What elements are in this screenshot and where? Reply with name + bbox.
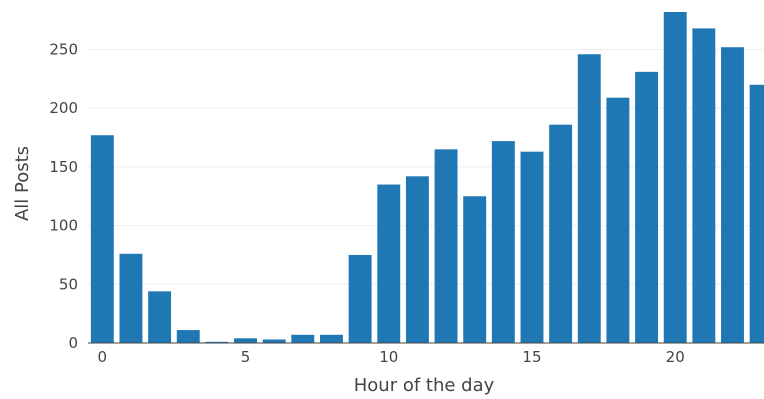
bar-hour-3 bbox=[176, 330, 200, 343]
x-tick-labels: 0 5 10 15 20 bbox=[98, 348, 685, 366]
bar-hour-17 bbox=[577, 54, 601, 344]
bar-hour-19 bbox=[635, 71, 659, 344]
bar-hour-14 bbox=[491, 141, 515, 343]
bar-hour-15 bbox=[520, 151, 544, 343]
y-tick-labels: 0 50 100 150 200 250 bbox=[49, 41, 78, 352]
bar-hour-7 bbox=[291, 334, 315, 343]
y-axis-title: All Posts bbox=[12, 146, 33, 221]
bar-hour-6 bbox=[262, 339, 286, 343]
bar-hour-5 bbox=[234, 338, 257, 343]
bar-hour-11 bbox=[405, 176, 429, 343]
bar-hour-23 bbox=[749, 84, 764, 344]
x-axis-title: Hour of the day bbox=[354, 375, 495, 396]
bar-hour-12 bbox=[434, 149, 458, 343]
bar-hour-22 bbox=[721, 47, 744, 343]
y-tick-label: 150 bbox=[49, 158, 78, 176]
bar-hour-18 bbox=[606, 97, 630, 344]
x-tick-label: 0 bbox=[98, 348, 108, 366]
bar-hour-1 bbox=[119, 253, 143, 343]
bar-hour-16 bbox=[549, 124, 573, 344]
x-tick-label: 10 bbox=[379, 348, 398, 366]
bar-hour-21 bbox=[692, 28, 716, 344]
y-tick-label: 50 bbox=[59, 275, 78, 293]
bar-hour-0 bbox=[90, 135, 114, 343]
bar-hour-8 bbox=[320, 334, 343, 343]
x-tick-label: 20 bbox=[666, 348, 685, 366]
bar-hour-4 bbox=[205, 341, 229, 343]
y-tick-label: 200 bbox=[49, 99, 78, 117]
y-tick-label: 250 bbox=[49, 41, 78, 59]
bar-hour-9 bbox=[348, 254, 372, 343]
bar-hour-20 bbox=[663, 12, 687, 343]
bar-hour-10 bbox=[377, 184, 401, 343]
bar-hour-2 bbox=[148, 291, 172, 343]
x-tick-label: 5 bbox=[241, 348, 251, 366]
y-tick-label: 0 bbox=[68, 334, 78, 352]
y-tick-label: 100 bbox=[49, 217, 78, 235]
bars bbox=[90, 12, 764, 344]
bar-hour-13 bbox=[463, 196, 487, 343]
x-tick-label: 15 bbox=[522, 348, 541, 366]
